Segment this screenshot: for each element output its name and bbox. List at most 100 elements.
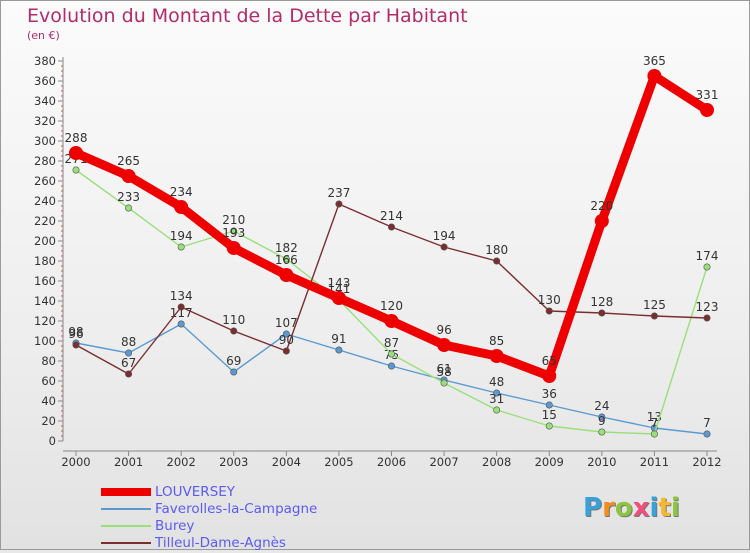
data-label: 85 [489, 334, 504, 348]
data-point [226, 241, 241, 255]
data-label: 166 [275, 253, 298, 267]
data-label: 193 [222, 226, 245, 240]
x-tick-label: 2006 [377, 455, 406, 469]
data-point [489, 349, 504, 363]
data-point [493, 389, 501, 397]
data-label: 182 [275, 241, 298, 255]
data-point [230, 368, 238, 376]
x-tick-label: 2010 [587, 455, 616, 469]
data-label: 134 [170, 289, 193, 303]
data-point [384, 314, 399, 328]
data-point [437, 338, 452, 352]
data-label: 233 [117, 190, 140, 204]
data-point [703, 314, 711, 322]
data-label: 65 [542, 354, 557, 368]
data-point [69, 146, 83, 160]
data-point [282, 330, 290, 338]
x-tick-label: 2000 [61, 455, 90, 469]
data-label: 96 [68, 327, 83, 341]
data-point [493, 406, 501, 414]
data-point [650, 430, 658, 438]
data-point [647, 69, 662, 83]
data-label: 15 [542, 408, 557, 422]
data-label: 174 [696, 249, 719, 263]
y-tick-label: 120 [34, 314, 56, 328]
x-tick-label: 2007 [429, 455, 458, 469]
data-point [282, 347, 290, 355]
y-tick-label: 180 [34, 254, 56, 268]
data-label: 61 [436, 362, 451, 376]
legend-label: Tilleul-Dame-Agnès [155, 535, 286, 551]
data-label: 128 [590, 295, 613, 309]
y-tick-label: 200 [34, 234, 56, 248]
y-tick-label: 60 [41, 374, 56, 388]
data-label: 234 [170, 185, 193, 199]
y-tick-label: 320 [34, 114, 56, 128]
chart-subtitle: (en €) [27, 29, 60, 42]
data-label: 288 [65, 131, 88, 145]
data-point [594, 214, 609, 228]
x-tick-label: 2009 [535, 455, 564, 469]
data-label: 120 [380, 299, 403, 313]
x-tick-label: 2004 [272, 455, 301, 469]
data-point [387, 350, 395, 358]
data-label: 214 [380, 209, 403, 223]
data-point [125, 370, 133, 378]
data-label: 107 [275, 316, 298, 330]
data-point [230, 327, 238, 335]
y-tick-label: 260 [34, 174, 56, 188]
data-label: 96 [436, 323, 451, 337]
data-point [545, 401, 553, 409]
data-point [72, 341, 80, 349]
data-label: 88 [121, 335, 136, 349]
x-tick-label: 2011 [640, 455, 669, 469]
data-point [177, 303, 185, 311]
data-label: 265 [117, 154, 140, 168]
data-point [598, 413, 606, 421]
data-label: 194 [170, 229, 193, 243]
data-label: 194 [433, 229, 456, 243]
data-label: 58 [436, 365, 451, 379]
x-tick-label: 2005 [324, 455, 353, 469]
data-point [335, 200, 343, 208]
data-point [177, 243, 185, 251]
data-point [545, 422, 553, 430]
data-label: 69 [226, 354, 241, 368]
data-label: 365 [643, 54, 666, 68]
y-tick-label: 160 [34, 274, 56, 288]
data-point [230, 227, 238, 235]
data-point [125, 349, 133, 357]
data-point [542, 369, 557, 383]
data-point [174, 200, 189, 214]
data-point [331, 291, 346, 305]
x-tick-label: 2012 [692, 455, 721, 469]
data-point [279, 268, 294, 282]
legend-swatch [101, 542, 151, 544]
data-label: 125 [643, 298, 666, 312]
logo-letter: i [670, 493, 680, 523]
proxiti-logo: Proxiti [583, 493, 680, 523]
x-tick-label: 2002 [167, 455, 196, 469]
data-label: 24 [594, 399, 609, 413]
data-label: 36 [542, 387, 557, 401]
logo-letter: P [583, 493, 603, 523]
data-label: 331 [696, 88, 719, 102]
logo-letter: o [614, 493, 633, 523]
legend-swatch [101, 488, 151, 496]
y-tick-label: 140 [34, 294, 56, 308]
y-tick-label: 220 [34, 214, 56, 228]
logo-letter: x [632, 493, 650, 523]
data-label: 143 [327, 276, 350, 290]
y-tick-label: 40 [41, 394, 56, 408]
y-tick-label: 360 [34, 74, 56, 88]
y-tick-label: 20 [41, 414, 56, 428]
data-point [177, 320, 185, 328]
x-tick-label: 2001 [114, 455, 143, 469]
data-label: 67 [121, 356, 136, 370]
y-tick-label: 0 [49, 434, 56, 448]
data-point [545, 307, 553, 315]
legend-swatch [101, 508, 151, 510]
data-point [650, 312, 658, 320]
data-label: 87 [384, 336, 399, 350]
